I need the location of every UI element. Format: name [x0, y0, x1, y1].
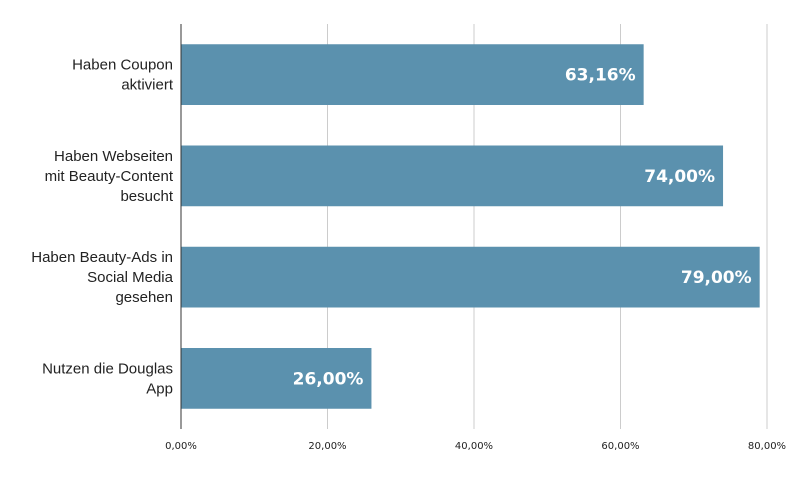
x-tick-label: 20,00%: [308, 441, 346, 452]
data-label: 79,00%: [681, 268, 752, 288]
bar: [181, 145, 724, 207]
category-label: Haben Webseiten mit Beauty-Content besucht: [45, 148, 174, 205]
data-label: 26,00%: [293, 369, 364, 389]
category-label: Nutzen die Douglas App: [42, 360, 173, 397]
x-tick-label: 80,00%: [748, 441, 786, 452]
x-tick-labels: 0,00% 20,00% 40,00% 60,00% 80,00%: [165, 441, 786, 452]
x-tick-label: 0,00%: [165, 441, 197, 452]
x-tick-label: 60,00%: [601, 441, 639, 452]
category-label: Haben Coupon aktiviert: [72, 57, 174, 94]
bar-series: 63,16% 74,00% 79,00% 26,00%: [181, 44, 760, 409]
x-tick-label: 40,00%: [455, 441, 493, 452]
data-label: 74,00%: [644, 167, 715, 187]
category-labels: Haben Coupon aktiviert Haben Webseiten mit …: [31, 57, 174, 398]
data-label: 63,16%: [565, 66, 636, 86]
bar: [181, 44, 644, 105]
bar: [181, 348, 372, 409]
category-label: Haben Beauty-Ads in Social Media gesehen: [31, 249, 173, 306]
bar: [181, 246, 760, 308]
